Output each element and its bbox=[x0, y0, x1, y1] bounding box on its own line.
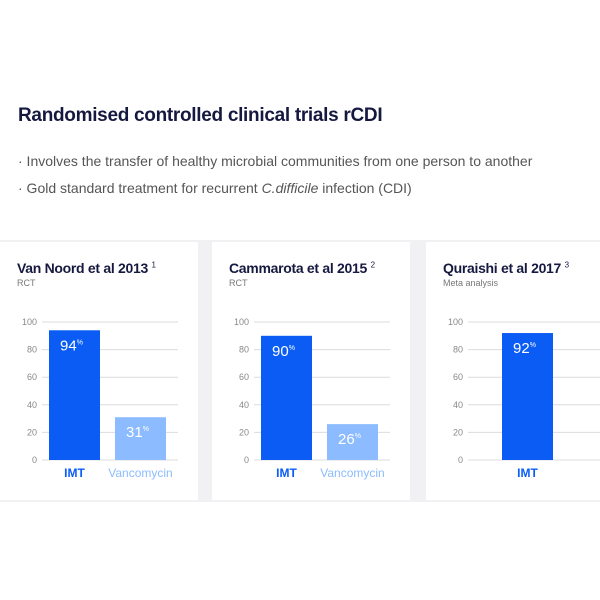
bullet-emphasis: C.difficile bbox=[261, 180, 319, 196]
reference-number: 3 bbox=[564, 260, 569, 270]
chart-title: Van Noord et al 2013 1 bbox=[17, 260, 156, 276]
y-tick-label: 60 bbox=[453, 372, 463, 382]
bar-vancomycin bbox=[115, 417, 166, 460]
y-tick-label: 60 bbox=[27, 372, 37, 382]
page-title: Randomised controlled clinical trials rC… bbox=[18, 105, 383, 126]
bar-chart: 0 20 40 60 80 100 92% IMT bbox=[448, 317, 600, 480]
y-tick-label: 80 bbox=[27, 345, 37, 355]
y-tick-label: 80 bbox=[239, 345, 249, 355]
chart-subtitle: Meta analysis bbox=[443, 278, 499, 288]
chart-title: Quraishi et al 2017 3 bbox=[443, 260, 569, 276]
bullet-text: · Involves the transfer of healthy micro… bbox=[18, 153, 533, 169]
chart-subtitle: RCT bbox=[17, 278, 36, 288]
bar-chart: 0 20 40 60 80 100 94% IMT 31% Vancomycin bbox=[22, 317, 178, 480]
data-label-value: 90 bbox=[272, 343, 289, 360]
bullet-text: infection (CDI) bbox=[318, 180, 412, 196]
reference-number: 2 bbox=[370, 260, 375, 270]
bar-imt bbox=[261, 335, 312, 460]
y-tick-label: 40 bbox=[27, 400, 37, 410]
data-label: 26% bbox=[338, 431, 361, 448]
bar-imt bbox=[502, 333, 553, 460]
reference-number: 1 bbox=[151, 260, 156, 270]
bar-chart: 0 20 40 60 80 100 90% IMT 26% Vancomycin bbox=[234, 317, 390, 480]
x-tick-label: Vancomycin bbox=[108, 466, 172, 480]
data-label-unit: % bbox=[289, 345, 295, 352]
x-tick-label: IMT bbox=[517, 466, 538, 480]
data-label-value: 31 bbox=[126, 424, 143, 441]
bullet-1: · Involves the transfer of healthy micro… bbox=[18, 153, 532, 169]
y-tick-label: 60 bbox=[239, 372, 249, 382]
y-tick-label: 40 bbox=[453, 400, 463, 410]
data-label: 31% bbox=[126, 424, 149, 441]
y-tick-label: 0 bbox=[32, 455, 37, 465]
y-tick-label: 20 bbox=[239, 427, 249, 437]
chart-card: Van Noord et al 2013 1 RCT 0 20 40 60 80 100 94… bbox=[0, 242, 198, 500]
data-label-value: 92 bbox=[513, 340, 530, 357]
chart-title-text: Van Noord et al 2013 bbox=[17, 260, 148, 276]
y-tick-label: 80 bbox=[453, 345, 463, 355]
chart-card: Quraishi et al 2017 3 Meta analysis 0 20 40… bbox=[426, 242, 600, 500]
y-tick-label: 100 bbox=[22, 317, 37, 327]
y-tick-label: 0 bbox=[244, 455, 249, 465]
bullet-2: · Gold standard treatment for recurrent … bbox=[18, 180, 412, 196]
bar-vancomycin bbox=[327, 424, 378, 460]
data-label-value: 94 bbox=[60, 337, 77, 354]
chart-card: Cammarota et al 2015 2 RCT 0 20 40 60 80 100 90… bbox=[212, 242, 410, 500]
y-tick-label: 100 bbox=[234, 317, 249, 327]
y-tick-label: 40 bbox=[239, 400, 249, 410]
bullet-text: · Gold standard treatment for recurrent bbox=[18, 180, 262, 196]
data-label: 92% bbox=[513, 340, 536, 357]
chart-title-text: Cammarota et al 2015 bbox=[229, 260, 367, 276]
x-tick-label: IMT bbox=[64, 466, 85, 480]
y-tick-label: 20 bbox=[27, 427, 37, 437]
y-tick-label: 0 bbox=[458, 455, 463, 465]
bar-imt bbox=[49, 330, 100, 460]
data-label-value: 26 bbox=[338, 431, 355, 448]
x-tick-label: Vancomycin bbox=[320, 466, 384, 480]
y-tick-label: 100 bbox=[448, 317, 463, 327]
data-label: 94% bbox=[60, 337, 83, 354]
data-label-unit: % bbox=[530, 342, 536, 349]
y-tick-label: 20 bbox=[453, 427, 463, 437]
chart-subtitle: RCT bbox=[229, 278, 248, 288]
data-label: 90% bbox=[272, 343, 295, 360]
data-label-unit: % bbox=[77, 339, 83, 346]
chart-title: Cammarota et al 2015 2 bbox=[229, 260, 375, 276]
data-label-unit: % bbox=[355, 433, 361, 440]
data-label-unit: % bbox=[143, 426, 149, 433]
chart-title-text: Quraishi et al 2017 bbox=[443, 260, 562, 276]
x-tick-label: IMT bbox=[276, 466, 297, 480]
